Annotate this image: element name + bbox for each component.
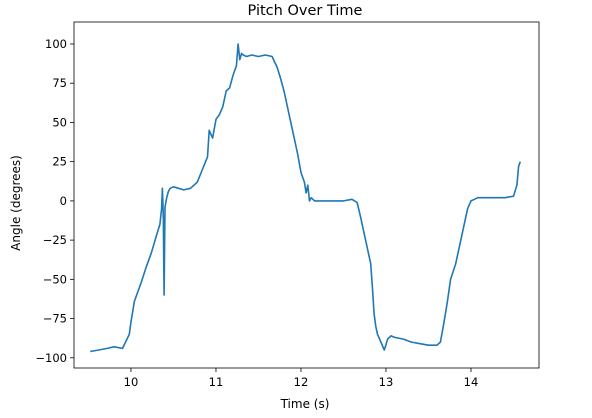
y-tick-label: 100: [45, 37, 67, 51]
y-axis: −100 −75 −50 −25 0 25 50 75 100: [35, 37, 74, 365]
x-tick-label: 11: [209, 375, 224, 389]
plot-frame: [73, 21, 540, 369]
series-layer: [90, 43, 522, 353]
x-tick-label: 14: [464, 375, 479, 389]
y-tick-label: −25: [43, 233, 67, 247]
x-tick-label: 10: [124, 375, 139, 389]
y-tick-label: 75: [52, 76, 67, 90]
y-tick-label: −50: [43, 272, 67, 286]
y-tick-label: −75: [43, 312, 67, 326]
x-tick-label: 12: [294, 375, 309, 389]
x-axis: 10 11 12 13 14: [124, 368, 479, 389]
x-axis-label: Time (s): [280, 397, 330, 411]
y-tick-label: 50: [52, 115, 67, 129]
y-tick-label: −100: [35, 351, 67, 365]
y-axis-label: Angle (degrees): [9, 155, 23, 251]
y-tick-label: 25: [52, 155, 67, 169]
plot-area: [73, 21, 540, 369]
y-tick-label: 0: [60, 194, 67, 208]
x-tick-label: 13: [379, 375, 394, 389]
chart-title: Pitch Over Time: [248, 3, 363, 19]
series-line-pitch: [90, 43, 522, 353]
